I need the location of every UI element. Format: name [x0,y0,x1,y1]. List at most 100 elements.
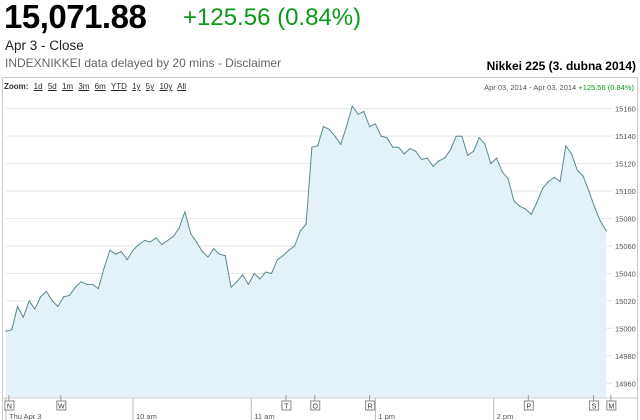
news-marker-label[interactable]: T [284,404,289,411]
zoom-toolbar: Zoom: 1d 5d 1m 3m 6m YTD 1y 5y 10y All [4,82,189,91]
line-segment [63,294,70,298]
news-marker-box[interactable] [281,400,292,411]
data-point [236,281,238,283]
line-segment [588,190,596,208]
data-point [386,137,388,139]
line-segment [467,150,474,156]
line-segment [449,136,457,151]
data-point [92,283,94,285]
y-tick-label: 15140 [615,132,636,141]
data-point [207,256,209,258]
data-point [334,135,336,137]
price-change: +125.56 (0.84%) [183,4,362,31]
zoom-1d[interactable]: 1d [33,82,43,91]
zoom-all[interactable]: All [177,82,187,91]
range-change: +125.56 (0.84%) [578,83,634,92]
data-point [242,274,244,276]
line-segment [224,255,232,288]
news-marker-box[interactable] [523,400,534,411]
data-point [11,329,13,331]
news-marker-label[interactable]: O [313,404,319,411]
line-segment [74,281,82,288]
line-segment [444,149,451,159]
line-segment [501,171,509,180]
line-segment [236,274,243,283]
data-point [519,205,521,207]
y-tick-label: 15160 [615,105,636,114]
series-points [5,105,607,332]
data-point [599,220,602,222]
y-tick-label: 15020 [615,297,636,306]
line-segment [132,244,140,251]
zoom-3m[interactable]: 3m [78,82,90,91]
zoom-1m[interactable]: 1m [61,82,74,91]
zoom-5d[interactable]: 5d [47,82,57,91]
news-marker-box[interactable] [4,400,15,411]
line-segment [190,233,197,243]
date-range: Apr 03, 2014 - Apr 03, 2014 +125.56 (0.8… [484,83,634,92]
data-point [51,300,53,302]
data-point [530,213,532,215]
line-segment [115,251,122,255]
line-segment [109,249,116,255]
line-segment [305,147,313,225]
line-segment [92,283,99,290]
zoom-5y[interactable]: 5y [145,82,155,91]
news-marker-label[interactable]: S [592,404,597,411]
data-point [74,286,76,288]
data-point [103,267,105,269]
data-point [138,244,140,246]
line-segment [271,259,278,274]
data-point [363,110,365,113]
data-point [126,259,128,261]
line-segment [282,249,290,256]
line-segment [357,111,365,115]
line-segment [184,211,192,234]
x-tick-label: 11 am [254,412,274,420]
data-point [438,160,440,162]
zoom-10y[interactable]: 10y [159,82,173,91]
news-marker-label[interactable]: M [608,404,614,411]
data-point [184,211,186,213]
news-marker-box[interactable] [56,400,67,411]
line-segment [155,237,163,245]
zoom-6m[interactable]: 6m [94,82,106,91]
data-disclaimer[interactable]: INDEXNIKKEI data delayed by 20 mins - Di… [5,56,282,70]
line-segment [513,200,521,207]
data-point [45,290,48,292]
data-point [40,296,42,298]
news-marker-box[interactable] [365,400,376,411]
zoom-ytd[interactable]: YTD [110,82,127,91]
news-marker-box[interactable] [606,400,617,411]
line-segment [5,329,12,332]
news-marker-box[interactable] [589,400,600,411]
y-tick-label: 15100 [615,187,636,196]
data-point [224,255,226,257]
data-point [213,248,215,250]
line-segment [421,157,428,160]
news-marker-label[interactable]: P [526,404,531,411]
data-point [115,253,117,255]
news-marker-box[interactable] [310,400,321,411]
news-marker-label[interactable]: W [58,404,65,411]
line-segment [247,273,255,285]
line-segment [577,170,584,177]
data-point [524,208,527,210]
data-point [68,294,71,296]
line-segment [11,306,18,330]
line-segment [525,208,532,215]
line-segment [167,235,174,241]
line-segment [571,153,578,171]
news-marker-label[interactable]: N [7,404,12,411]
data-point [392,146,394,148]
data-point [22,316,24,318]
zoom-1y[interactable]: 1y [132,82,141,91]
line-segment [478,137,486,145]
news-marker-label[interactable]: R [368,404,373,411]
data-point [311,146,313,148]
line-segment [172,227,180,237]
line-segment [496,157,503,173]
data-point [190,233,192,235]
